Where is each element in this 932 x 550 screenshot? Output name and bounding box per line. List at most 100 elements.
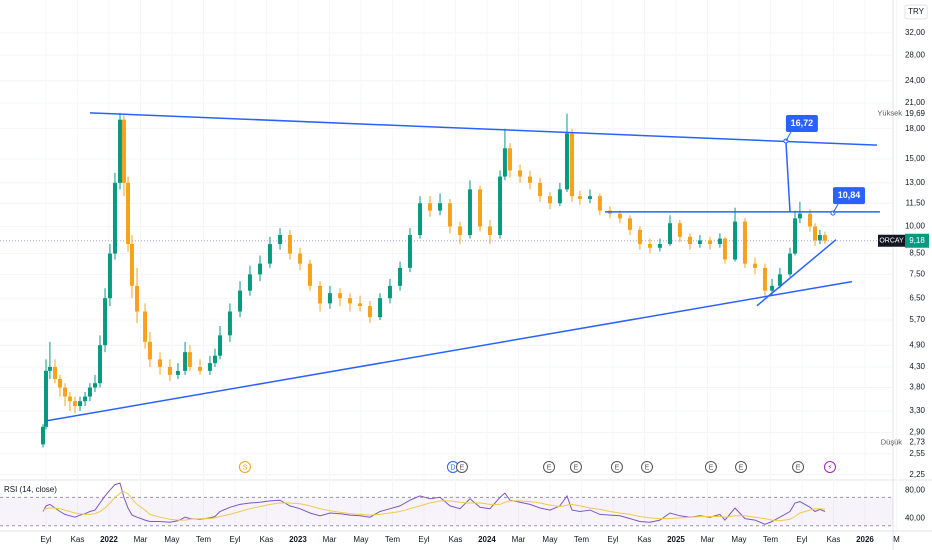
candle-body bbox=[47, 366, 52, 371]
candle-body bbox=[518, 170, 523, 177]
trend-line bbox=[89, 112, 877, 146]
candle-body bbox=[72, 401, 77, 407]
candle-body bbox=[143, 311, 148, 342]
callout: 16,72 bbox=[783, 114, 818, 144]
candle-body bbox=[103, 298, 108, 346]
event-label: E bbox=[460, 464, 465, 471]
event-marker[interactable] bbox=[735, 461, 748, 473]
candle-body bbox=[407, 235, 412, 268]
y-tick-label: 15,00 bbox=[905, 154, 926, 163]
candle-body bbox=[617, 213, 622, 219]
currency-box[interactable] bbox=[904, 4, 928, 20]
candle-body bbox=[733, 221, 738, 260]
x-tick-label: Kas bbox=[827, 535, 841, 544]
candle-body bbox=[58, 378, 63, 388]
candle-body bbox=[278, 235, 283, 245]
x-tick-label: M bbox=[893, 535, 900, 544]
candle-body bbox=[218, 335, 223, 356]
candle-body bbox=[793, 218, 798, 254]
trend-line bbox=[785, 140, 791, 212]
x-tick-label: 2024 bbox=[478, 535, 496, 544]
candle-body bbox=[338, 293, 343, 299]
last-price-label: 9,18 bbox=[909, 236, 925, 245]
y-tick-label: 6,50 bbox=[909, 293, 925, 302]
x-tick-label: May bbox=[542, 535, 557, 544]
event-label: E bbox=[645, 464, 650, 471]
low-value: 2,73 bbox=[909, 438, 925, 447]
low-caption: Düşük bbox=[881, 438, 903, 447]
candle-body bbox=[247, 274, 252, 291]
candle-body bbox=[92, 383, 97, 388]
y-tick-label: 18,00 bbox=[905, 124, 926, 133]
event-marker[interactable] bbox=[640, 461, 653, 473]
y-tick-label: 3,30 bbox=[909, 406, 925, 415]
candle-body bbox=[667, 223, 672, 245]
x-tick-label: May bbox=[731, 535, 746, 544]
candle-body bbox=[258, 263, 263, 275]
x-tick-label: Kas bbox=[449, 535, 463, 544]
candle-body bbox=[498, 176, 503, 236]
x-tick-label: 2026 bbox=[856, 535, 874, 544]
candle-body bbox=[717, 238, 722, 245]
candle-body bbox=[207, 363, 212, 371]
candle-body bbox=[707, 240, 712, 245]
y-tick-label: 24,00 bbox=[905, 76, 926, 85]
y-tick-label: 21,00 bbox=[905, 98, 926, 107]
rsi-line bbox=[42, 491, 826, 522]
candle-body bbox=[198, 366, 203, 371]
x-tick-label: Eyl bbox=[40, 535, 51, 544]
candle-body bbox=[478, 189, 483, 227]
event-label: S bbox=[243, 464, 248, 471]
event-marker[interactable] bbox=[543, 461, 556, 473]
callout-label: 10,84 bbox=[838, 190, 861, 200]
candle-body bbox=[121, 119, 126, 183]
high-value: 19,69 bbox=[905, 109, 926, 118]
candle-body bbox=[787, 253, 792, 275]
event-marker[interactable] bbox=[569, 461, 582, 473]
candle-body bbox=[40, 426, 45, 445]
event-marker[interactable] bbox=[792, 461, 805, 473]
candle-body bbox=[458, 226, 463, 236]
candle-body bbox=[627, 218, 632, 230]
candle-body bbox=[43, 370, 48, 427]
y-tick-label: 11,50 bbox=[906, 198, 926, 207]
candle-body bbox=[227, 311, 232, 336]
candle-body bbox=[147, 341, 152, 360]
event-label: E bbox=[547, 464, 552, 471]
event-marker[interactable] bbox=[610, 461, 623, 473]
candle-body bbox=[107, 253, 112, 299]
candle-body bbox=[557, 189, 562, 204]
x-tick-label: Kas bbox=[638, 535, 652, 544]
candle-body bbox=[507, 148, 512, 171]
candle-body bbox=[502, 148, 507, 177]
x-tick-label: 2025 bbox=[667, 535, 685, 544]
candle-body bbox=[547, 196, 552, 204]
event-marker[interactable] bbox=[824, 461, 837, 473]
symbol-label: ORCAY bbox=[879, 238, 904, 245]
event-marker[interactable] bbox=[238, 461, 251, 473]
candle-body bbox=[238, 290, 243, 312]
candle-body bbox=[347, 298, 352, 304]
event-marker[interactable] bbox=[455, 461, 468, 473]
candle-body bbox=[753, 263, 758, 268]
x-tick-label: Kas bbox=[260, 535, 274, 544]
symbol-badge bbox=[878, 234, 905, 247]
x-tick-label: Tem bbox=[385, 535, 400, 544]
candle-body bbox=[187, 352, 192, 367]
y-tick-label: 5,70 bbox=[909, 315, 925, 324]
candle-body bbox=[307, 263, 312, 286]
candle-body bbox=[687, 236, 692, 245]
y-tick-label: 2,25 bbox=[909, 470, 925, 479]
y-tick-label: 2,90 bbox=[909, 428, 925, 437]
candle-body bbox=[298, 253, 303, 264]
candle-body bbox=[637, 229, 642, 245]
callout-box bbox=[832, 187, 865, 205]
event-marker[interactable] bbox=[704, 461, 717, 473]
x-tick-label: Kas bbox=[71, 535, 85, 544]
candle-body bbox=[697, 240, 702, 245]
candle-body bbox=[813, 226, 818, 241]
candle-body bbox=[587, 196, 592, 199]
candle-body bbox=[318, 285, 323, 304]
candle-body bbox=[427, 203, 432, 211]
x-tick-label: May bbox=[164, 535, 179, 544]
